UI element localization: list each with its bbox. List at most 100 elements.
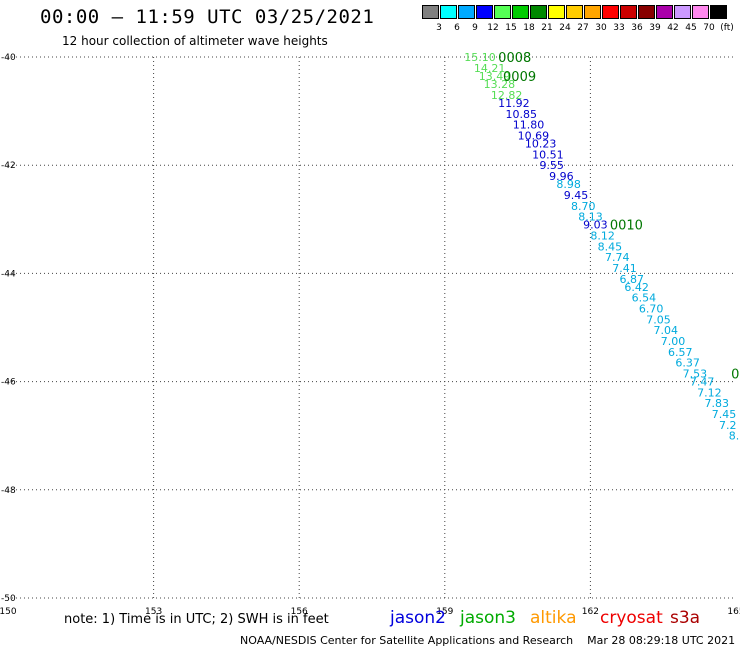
- color-legend-label: 30: [595, 23, 607, 33]
- color-legend-label: 36: [631, 23, 643, 33]
- data-point-label: 7.53: [683, 367, 708, 380]
- data-point-label: 10.85: [505, 108, 537, 121]
- color-swatch: [692, 5, 709, 19]
- data-point-label: 8.45: [598, 240, 623, 253]
- color-legend-label: 70: [703, 23, 715, 33]
- page-title: 00:00 – 11:59 UTC 03/25/2021: [40, 6, 375, 28]
- color-swatch: [494, 5, 511, 19]
- color-swatch: [656, 5, 673, 19]
- data-point-label: 7.47: [690, 376, 715, 389]
- data-point-label: 6.37: [675, 357, 700, 370]
- color-swatch: [674, 5, 691, 19]
- data-point-label: 15.10: [464, 51, 496, 64]
- data-point-label: 7.83: [704, 397, 729, 410]
- data-point-label: 7.04: [653, 324, 678, 337]
- data-point-label: 7.74: [605, 251, 630, 264]
- color-legend-label: 42: [667, 23, 679, 33]
- data-point-label: 7.41: [612, 262, 637, 275]
- credit-line: NOAA/NESDIS Center for Satellite Applica…: [240, 634, 736, 647]
- x-tick-label: 153: [145, 607, 162, 617]
- data-point-label: 10.51: [532, 148, 564, 161]
- data-point-label: 9.96: [549, 170, 574, 183]
- y-tick-label: -40: [1, 53, 16, 63]
- color-swatch: [620, 5, 637, 19]
- color-swatch: [422, 5, 439, 19]
- x-tick-label: 162: [582, 607, 599, 617]
- color-swatch: [476, 5, 493, 19]
- data-point-label: 10.69: [518, 129, 550, 142]
- time-annotation-label: 0008: [498, 51, 531, 66]
- page-subtitle: 12 hour collection of altimeter wave hei…: [62, 34, 328, 48]
- data-point-label: 10.23: [525, 138, 557, 151]
- y-tick-label: -42: [1, 161, 16, 171]
- satellite-legend-jason3: jason3: [460, 608, 516, 628]
- data-point-label: 8.13: [578, 211, 603, 224]
- grid-lines: [8, 56, 736, 599]
- data-point-label: 9.55: [539, 159, 564, 172]
- time-annotations: 0008 0009 0010 00: [498, 51, 740, 382]
- color-legend-label: 39: [649, 23, 661, 33]
- data-point-label: 7.2: [719, 419, 737, 432]
- data-points: 15.1014.2113.4913.2812.8211.9210.8511.80…: [464, 51, 739, 443]
- color-legend-label: 18: [523, 23, 535, 33]
- color-legend-label: 9: [472, 23, 478, 33]
- color-swatch: [638, 5, 655, 19]
- data-point-label: 11.80: [513, 119, 545, 132]
- satellite-legend-s3a: s3a: [670, 608, 701, 628]
- data-point-label: 13.49: [479, 70, 511, 83]
- footer-note: note: 1) Time is in UTC; 2) SWH is in fe…: [64, 612, 329, 627]
- color-legend-label: 45: [685, 23, 697, 33]
- data-point-label: 6.57: [668, 346, 693, 359]
- data-point-label: 6.42: [624, 281, 649, 294]
- color-legend-label: (ft): [720, 23, 734, 33]
- color-legend-label: 27: [577, 23, 589, 33]
- data-point-label: 6.70: [639, 303, 664, 316]
- color-legend-label: 6: [454, 23, 460, 33]
- y-tick-label: -46: [1, 378, 16, 388]
- color-swatch: [458, 5, 475, 19]
- data-point-label: 6.87: [620, 273, 645, 286]
- y-tick-label: -48: [1, 486, 16, 496]
- data-point-label: 13.28: [484, 78, 516, 91]
- x-tick-label: 150: [0, 607, 17, 617]
- data-point-label: 9.03: [583, 219, 608, 232]
- data-point-label: 7.45: [712, 408, 737, 421]
- satellite-legend-altika: altika: [530, 608, 577, 628]
- data-point-label: 7.12: [697, 386, 722, 399]
- data-point-label: 11.92: [498, 97, 529, 110]
- data-point-label: 8.: [729, 430, 740, 443]
- color-legend-label: 3: [436, 23, 442, 33]
- time-annotation-label: 0009: [503, 70, 536, 85]
- y-tick-label: -44: [1, 269, 16, 279]
- color-legend-label: 12: [487, 23, 499, 33]
- data-point-label: 8.98: [556, 178, 581, 191]
- x-tick-label: 165: [727, 607, 740, 617]
- time-annotation-label: 00: [731, 367, 740, 382]
- data-point-label: 7.00: [661, 335, 686, 348]
- data-point-label: 7.05: [646, 313, 671, 326]
- color-legend-label: 24: [559, 23, 571, 33]
- satellite-legend-jason2: jason2: [390, 608, 446, 628]
- axis-ticks: 150 153 156 159 162 165 -40 -42 -44 -46 -48 -50: [0, 53, 740, 617]
- color-swatch: [530, 5, 547, 19]
- x-tick-label: 156: [291, 607, 308, 617]
- color-legend-label: 15: [505, 23, 517, 33]
- data-point-label: 8.70: [571, 200, 596, 213]
- color-swatch: [512, 5, 529, 19]
- color-swatch: [710, 5, 727, 19]
- color-legend-label: 21: [541, 23, 553, 33]
- data-point-label: 8.12: [590, 230, 615, 243]
- data-point-label: 6.54: [632, 292, 657, 305]
- color-swatch: [548, 5, 565, 19]
- data-point-label: 14.21: [474, 62, 506, 75]
- satellite-legend-cryosat: cryosat: [600, 608, 663, 628]
- color-swatch: [440, 5, 457, 19]
- data-point-label: 9.45: [564, 189, 589, 202]
- data-point-label: 12.82: [491, 89, 523, 102]
- color-swatch: [602, 5, 619, 19]
- y-tick-label: -50: [1, 594, 16, 604]
- x-tick-label: 159: [436, 607, 453, 617]
- color-swatch: [584, 5, 601, 19]
- color-legend-label: 33: [613, 23, 625, 33]
